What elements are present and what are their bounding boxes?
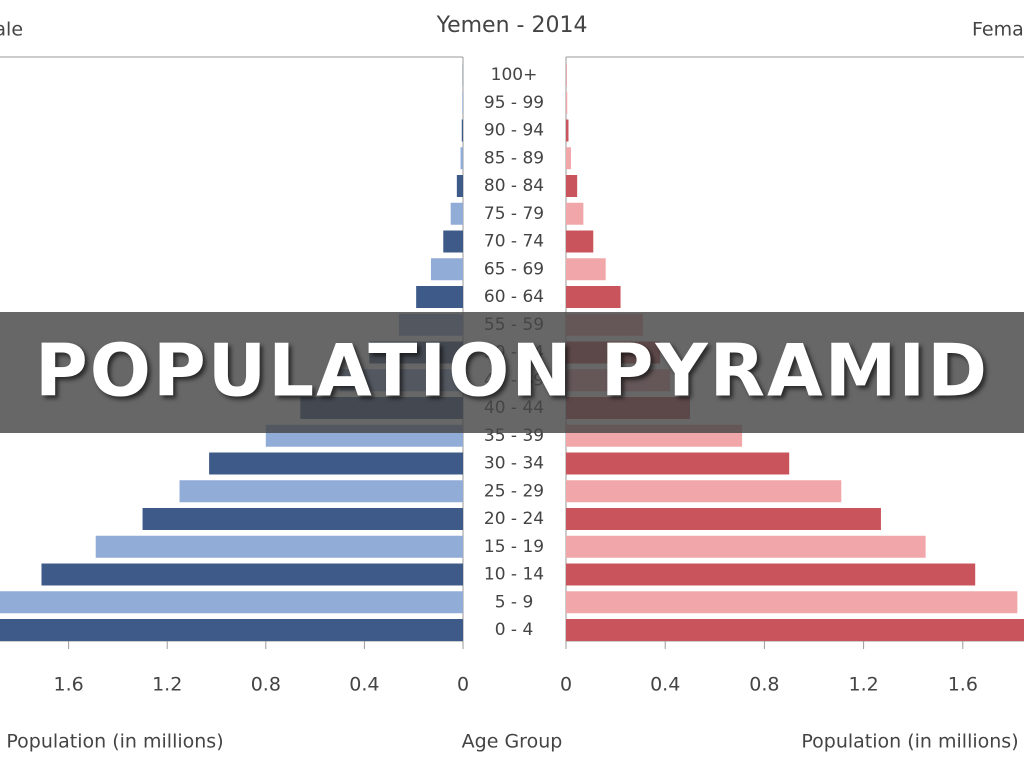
- age-label: 70 - 74: [484, 232, 544, 252]
- x-tick-label: 0: [560, 674, 572, 696]
- x-tick-label: 0.8: [749, 674, 779, 696]
- x-tick-label: 0.8: [251, 674, 281, 696]
- age-label: 0 - 4: [495, 620, 534, 640]
- bar: [566, 480, 842, 503]
- chart-title: Yemen - 2014: [436, 13, 588, 38]
- bar: [461, 119, 463, 142]
- bar: [566, 535, 926, 558]
- age-label: 5 - 9: [495, 592, 534, 612]
- x-tick-label: 0.4: [650, 674, 680, 696]
- age-label: 15 - 19: [484, 537, 544, 557]
- bar: [566, 258, 606, 281]
- age-label: 20 - 24: [484, 509, 544, 529]
- bar: [0, 591, 464, 614]
- bar: [462, 91, 463, 114]
- x-tick-label: 1.2: [848, 674, 878, 696]
- x-tick-label: 0: [457, 674, 469, 696]
- age-label: 25 - 29: [484, 481, 544, 501]
- age-label: 100+: [491, 65, 538, 85]
- age-label: 60 - 64: [484, 287, 544, 307]
- x-axis-label-left: Population (in millions): [6, 731, 223, 753]
- left-series-title: Male: [0, 19, 23, 41]
- bar: [41, 563, 464, 586]
- age-label: 75 - 79: [484, 204, 544, 224]
- age-label: 10 - 14: [484, 565, 544, 585]
- age-label: 30 - 34: [484, 454, 544, 474]
- bar: [430, 258, 463, 281]
- x-tick-label: 0.4: [349, 674, 379, 696]
- bar: [566, 591, 1018, 614]
- right-series-title: Female: [972, 19, 1024, 41]
- bar: [0, 619, 463, 641]
- banner-text: POPULATION PYRAMID: [35, 329, 989, 413]
- age-label: 90 - 94: [484, 121, 544, 141]
- bar: [566, 452, 790, 475]
- bar: [566, 619, 1024, 641]
- bar: [566, 563, 976, 586]
- bar: [566, 286, 621, 308]
- bar: [566, 175, 578, 197]
- x-tick-label: 1.6: [948, 674, 978, 696]
- age-label: 80 - 84: [484, 176, 544, 196]
- bar: [566, 91, 568, 114]
- bar: [566, 119, 569, 142]
- age-label: 65 - 69: [484, 259, 544, 279]
- bar: [95, 535, 463, 558]
- x-tick-label: 1.6: [53, 674, 83, 696]
- bar: [566, 202, 584, 225]
- banner: [0, 312, 1024, 433]
- bar: [566, 147, 571, 170]
- bar: [450, 202, 463, 225]
- bar: [456, 175, 463, 197]
- age-label: 85 - 89: [484, 148, 544, 168]
- bar: [142, 508, 464, 530]
- bar: [566, 508, 881, 530]
- x-axis-label-right: Population (in millions): [801, 731, 1018, 753]
- bar: [179, 480, 463, 503]
- y-axis-label: Age Group: [462, 731, 563, 753]
- age-label: 95 - 99: [484, 93, 544, 113]
- bar: [460, 147, 463, 170]
- bar: [566, 230, 594, 253]
- x-tick-label: 1.2: [152, 674, 182, 696]
- bar: [209, 452, 463, 475]
- bar: [416, 286, 463, 308]
- bar: [443, 230, 463, 253]
